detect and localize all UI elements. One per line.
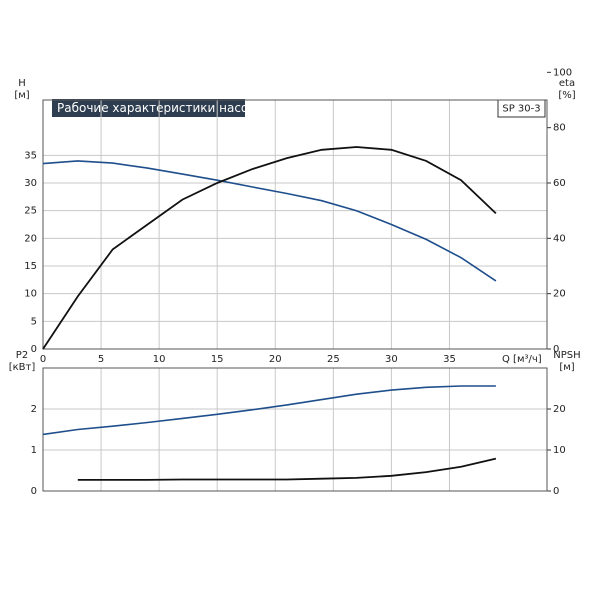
y2-tick-label: 0 [553, 486, 559, 497]
y2-axis-label: NPSH [553, 350, 580, 361]
y-tick-label: 1 [31, 445, 37, 456]
y2-tick-label: 80 [553, 123, 566, 134]
y-tick-label: 10 [24, 289, 37, 300]
y2-tick-label: 60 [553, 178, 566, 189]
x-tick-label: 30 [385, 354, 398, 365]
y2-axis-unit: [м] [559, 362, 574, 373]
x-tick-label: 0 [40, 354, 46, 365]
x-tick-label: 5 [98, 354, 104, 365]
y2-axis-unit: [%] [558, 90, 575, 101]
y-tick-label: 2 [31, 404, 37, 415]
series-line [42, 146, 497, 350]
y-axis-unit: [м] [14, 90, 29, 101]
y2-tick-label: 40 [553, 233, 566, 244]
x-tick-label: 35 [443, 354, 456, 365]
x-tick-label: 20 [269, 354, 282, 365]
series-line [77, 457, 497, 481]
y2-axis-label: eta [559, 78, 575, 89]
plot-border [42, 99, 548, 350]
x-tick-label: 15 [211, 354, 224, 365]
y2-tick-label: 20 [553, 289, 566, 300]
y-tick-label: 15 [24, 261, 37, 272]
model-label: SP 30-3 [502, 104, 540, 115]
y-tick-label: 30 [24, 178, 37, 189]
y-tick-label: 0 [31, 486, 37, 497]
plot-border [42, 367, 548, 492]
y-axis-label: H [18, 78, 26, 89]
x-axis-label: Q [м³/ч] [502, 354, 542, 365]
title-box [52, 99, 245, 117]
series-line [42, 160, 497, 282]
y-tick-label: 25 [24, 206, 37, 217]
y-tick-label: 5 [31, 316, 37, 327]
x-tick-label: 25 [327, 354, 340, 365]
y-tick-label: 20 [24, 233, 37, 244]
y-axis-label: P2 [16, 350, 28, 361]
x-tick-label: 10 [153, 354, 166, 365]
y2-tick-label: 100 [553, 67, 572, 78]
y2-tick-label: 10 [553, 445, 566, 456]
y-axis-unit: [кВт] [9, 362, 36, 373]
y2-tick-label: 0 [553, 344, 559, 355]
y-tick-label: 35 [24, 150, 37, 161]
y-tick-label: 0 [31, 344, 37, 355]
y2-tick-label: 20 [553, 404, 566, 415]
series-line [42, 385, 496, 436]
